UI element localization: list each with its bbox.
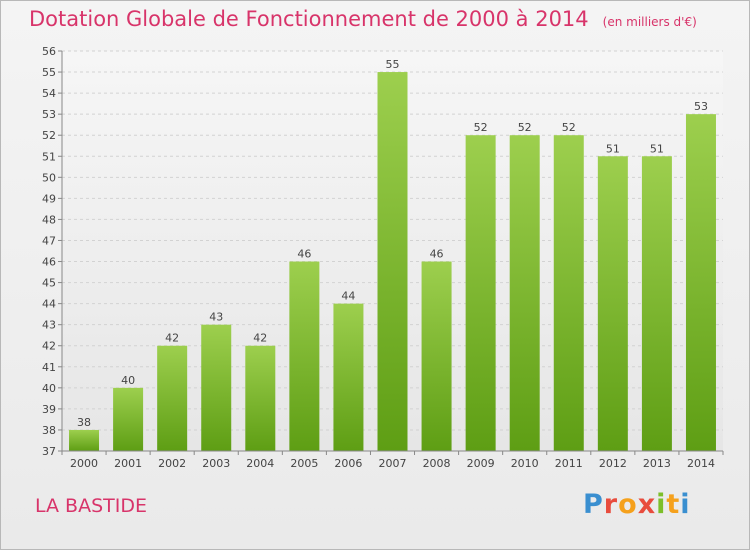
x-tick-label: 2013	[643, 457, 671, 470]
bar	[377, 72, 408, 451]
chart-title: Dotation Globale de Fonctionnement de 20…	[29, 7, 697, 31]
data-label: 53	[694, 100, 708, 113]
proxiti-logo: Proxiti	[583, 489, 691, 520]
x-tick-label: 2006	[334, 457, 362, 470]
x-tick-label: 2004	[246, 457, 274, 470]
bar	[113, 387, 144, 451]
data-label: 42	[165, 332, 179, 345]
data-label: 52	[474, 121, 488, 134]
data-label: 52	[562, 121, 576, 134]
bar	[641, 156, 672, 451]
y-axis: 37 38 39 40 41 42 43 44 45 46 47 48 49 50 51 52 53 54 55 56	[42, 45, 63, 458]
bar	[553, 135, 584, 452]
bar	[465, 135, 496, 452]
data-label: 51	[650, 142, 664, 155]
x-tick-label: 2001	[114, 457, 142, 470]
commune-name: LA BASTIDE	[35, 495, 147, 517]
y-tick-label: 53	[42, 108, 56, 121]
data-label: 51	[606, 142, 620, 155]
y-tick-label: 50	[42, 171, 56, 184]
x-tick-label: 2012	[599, 457, 627, 470]
data-label: 44	[341, 290, 355, 303]
bar	[685, 114, 716, 451]
y-tick-label: 38	[42, 424, 56, 437]
data-label: 52	[518, 121, 532, 134]
y-tick-label: 44	[42, 298, 56, 311]
x-tick-label: 2000	[70, 457, 98, 470]
data-label: 46	[297, 248, 311, 261]
chart-subtitle: (en milliers d'€)	[602, 15, 697, 29]
x-tick-label: 2007	[379, 457, 407, 470]
x-axis: 2000 2001 2002 2003 2004 2005 2006 2007 2008 2009…	[61, 450, 724, 470]
x-tick-label: 2010	[511, 457, 539, 470]
bars: 38 40 42 43 42 46 44 55 46 52 52 52 51 51 53	[69, 58, 716, 452]
x-tick-label: 2005	[290, 457, 318, 470]
bar	[333, 303, 364, 451]
x-tick-label: 2011	[555, 457, 583, 470]
bar	[597, 156, 628, 451]
y-tick-label: 43	[42, 319, 56, 332]
data-label: 40	[121, 374, 135, 387]
x-tick-label: 2008	[423, 457, 451, 470]
x-tick-label: 2003	[202, 457, 230, 470]
y-tick-label: 46	[42, 256, 56, 269]
bar	[289, 261, 320, 451]
bar	[421, 261, 452, 451]
data-label: 38	[77, 416, 91, 429]
bar	[509, 135, 540, 452]
x-tick-label: 2009	[467, 457, 495, 470]
y-tick-label: 51	[42, 150, 56, 163]
y-tick-label: 55	[42, 66, 56, 79]
bar	[201, 324, 232, 451]
bar	[157, 345, 188, 451]
y-tick-label: 37	[42, 445, 56, 458]
x-tick-label: 2002	[158, 457, 186, 470]
x-tick-label: 2014	[687, 457, 715, 470]
data-label: 42	[253, 332, 267, 345]
y-tick-label: 48	[42, 213, 56, 226]
bar	[245, 345, 276, 451]
y-tick-label: 41	[42, 361, 56, 374]
data-label: 55	[386, 58, 400, 71]
y-tick-label: 47	[42, 234, 56, 247]
y-tick-label: 49	[42, 192, 56, 205]
data-label: 43	[209, 311, 223, 324]
data-label: 46	[430, 248, 444, 261]
bar	[69, 429, 100, 451]
y-tick-label: 39	[42, 403, 56, 416]
y-tick-label: 56	[42, 45, 56, 58]
y-tick-label: 52	[42, 129, 56, 142]
y-tick-label: 54	[42, 87, 56, 100]
y-tick-label: 45	[42, 277, 56, 290]
chart-title-text: Dotation Globale de Fonctionnement de 20…	[29, 7, 589, 31]
y-tick-label: 42	[42, 340, 56, 353]
y-tick-label: 40	[42, 382, 56, 395]
